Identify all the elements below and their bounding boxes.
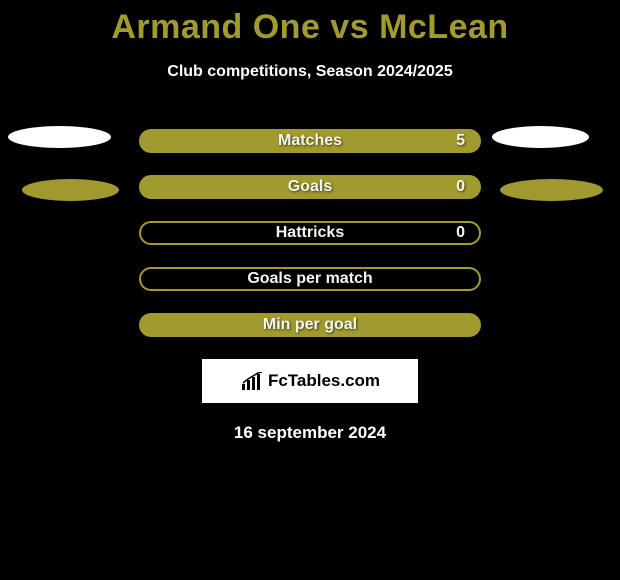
stat-label: Min per goal [263, 316, 357, 334]
stat-label: Hattricks [276, 224, 344, 242]
brand-box: FcTables.com [202, 359, 418, 403]
brand-text: FcTables.com [268, 371, 380, 391]
stat-label: Goals [288, 178, 332, 196]
page-title: Armand One vs McLean [0, 0, 620, 47]
page-subtitle: Club competitions, Season 2024/2025 [0, 63, 620, 81]
stats-list: Matches 5 Goals 0 Hattricks 0 Goals per match M… [0, 129, 620, 337]
stat-row: Min per goal [139, 313, 481, 337]
decorative-ellipse [500, 179, 603, 201]
stat-row: Goals 0 [139, 175, 481, 199]
date-text: 16 september 2024 [0, 423, 620, 443]
stat-row: Goals per match [139, 267, 481, 291]
stat-label: Goals per match [247, 270, 372, 288]
stat-value: 0 [456, 178, 465, 196]
decorative-ellipse [8, 126, 111, 148]
decorative-ellipse [492, 126, 589, 148]
stat-value: 0 [456, 224, 465, 242]
decorative-ellipse [22, 179, 119, 201]
brand-chart-icon [240, 372, 264, 390]
stat-row: Matches 5 [139, 129, 481, 153]
stat-label: Matches [278, 132, 342, 150]
stat-row: Hattricks 0 [139, 221, 481, 245]
stat-value: 5 [456, 132, 465, 150]
